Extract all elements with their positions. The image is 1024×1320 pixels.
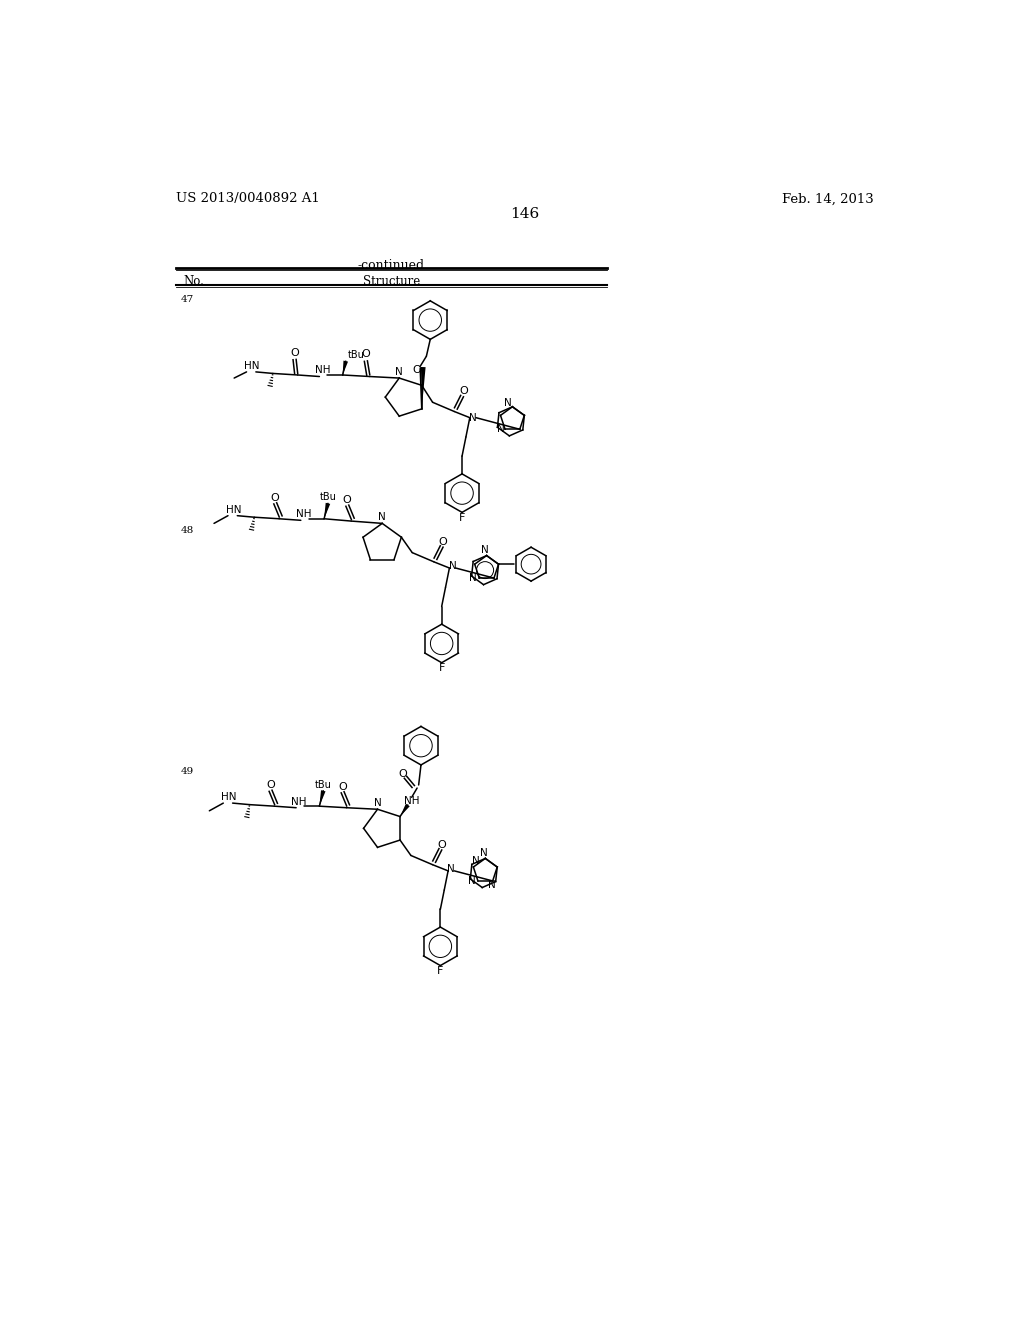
Text: N: N <box>447 865 455 874</box>
Polygon shape <box>343 360 348 375</box>
Text: F: F <box>438 663 444 673</box>
Text: O: O <box>413 366 422 375</box>
Text: HN: HN <box>244 360 260 371</box>
Text: -continued: -continued <box>358 259 425 272</box>
Text: O: O <box>437 840 446 850</box>
Text: N: N <box>378 512 386 523</box>
Text: US 2013/0040892 A1: US 2013/0040892 A1 <box>176 193 319 206</box>
Text: O: O <box>459 387 468 396</box>
Text: N: N <box>481 545 488 556</box>
Polygon shape <box>400 804 410 817</box>
Text: F: F <box>459 512 465 523</box>
Text: O: O <box>338 781 347 792</box>
Text: NH: NH <box>314 366 331 375</box>
Text: O: O <box>342 495 351 506</box>
Text: N: N <box>487 880 496 891</box>
Text: tBu: tBu <box>319 492 337 502</box>
Text: N: N <box>374 799 381 808</box>
Text: N: N <box>469 573 477 583</box>
Text: N: N <box>468 876 475 886</box>
Text: O: O <box>290 347 299 358</box>
Text: tBu: tBu <box>314 780 332 789</box>
Text: F: F <box>437 966 443 975</box>
Text: O: O <box>439 537 447 546</box>
Text: 146: 146 <box>510 207 540 220</box>
Text: 49: 49 <box>180 767 194 776</box>
Text: Feb. 14, 2013: Feb. 14, 2013 <box>781 193 873 206</box>
Text: N: N <box>472 855 479 866</box>
Polygon shape <box>319 791 326 807</box>
Text: N: N <box>469 413 477 422</box>
Text: HN: HN <box>225 504 241 515</box>
Polygon shape <box>324 503 330 519</box>
Text: O: O <box>398 770 407 779</box>
Text: 47: 47 <box>180 294 194 304</box>
Text: N: N <box>497 424 504 434</box>
Text: HN: HN <box>221 792 237 803</box>
Text: NH: NH <box>403 796 420 807</box>
Text: Structure: Structure <box>362 276 420 289</box>
Text: NH: NH <box>292 796 307 807</box>
Text: O: O <box>361 350 371 359</box>
Text: O: O <box>266 780 275 791</box>
Text: O: O <box>270 492 279 503</box>
Text: tBu: tBu <box>347 350 365 360</box>
Polygon shape <box>421 367 426 409</box>
Text: NH: NH <box>296 510 311 519</box>
Text: N: N <box>449 561 457 572</box>
Text: N: N <box>480 847 487 858</box>
Text: 48: 48 <box>180 525 194 535</box>
Text: No.: No. <box>183 276 205 289</box>
Text: N: N <box>504 397 512 408</box>
Text: N: N <box>395 367 403 378</box>
